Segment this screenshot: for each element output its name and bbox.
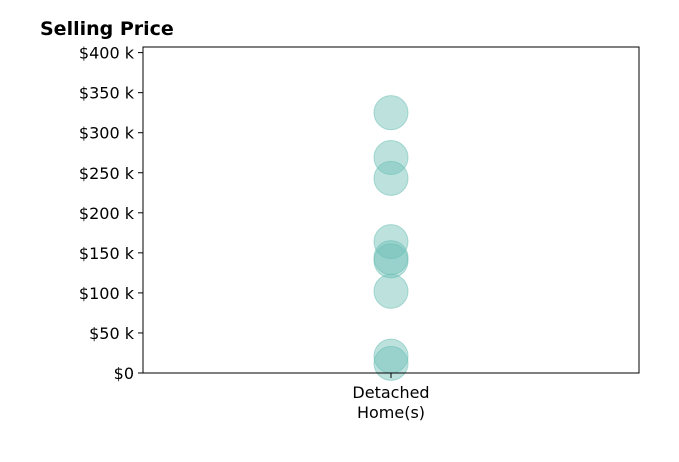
x-tick-label-line-2: Home(s) <box>357 403 425 422</box>
data-point <box>373 345 409 381</box>
y-tick-label: $400 k <box>79 44 135 63</box>
x-axis: Detached Home(s) <box>352 373 430 422</box>
y-tick-label: $100 k <box>79 284 135 303</box>
y-tick-label: $150 k <box>79 244 135 263</box>
x-tick-label-line-1: Detached <box>352 383 429 402</box>
y-tick-label: $200 k <box>79 204 135 223</box>
data-point <box>373 140 409 176</box>
y-tick-label: $250 k <box>79 164 135 183</box>
data-point <box>373 243 409 279</box>
y-tick-label: $300 k <box>79 124 135 143</box>
y-tick-label: $0 <box>114 364 134 383</box>
data-points <box>373 95 409 381</box>
data-point <box>373 273 409 309</box>
data-point <box>373 224 409 260</box>
chart-title: Selling Price <box>40 18 174 40</box>
data-point <box>373 95 409 131</box>
y-tick-label: $350 k <box>79 84 135 103</box>
y-axis: $0 $50 k $100 k $150 k $200 k $250 k $300 k $35… <box>79 44 143 383</box>
data-point <box>373 160 409 196</box>
y-tick-label: $50 k <box>89 324 135 343</box>
